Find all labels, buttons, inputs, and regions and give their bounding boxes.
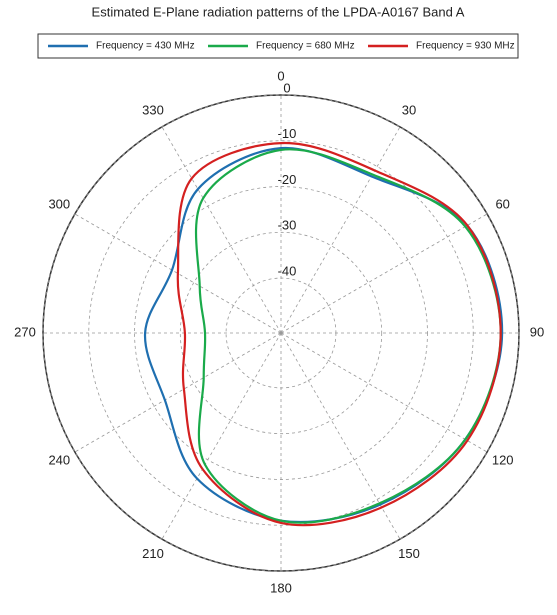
theta-tick-label: 180 bbox=[270, 580, 292, 595]
theta-tick-label: 330 bbox=[142, 103, 164, 118]
grid-spoke bbox=[280, 332, 488, 453]
theta-tick-label: 150 bbox=[398, 546, 420, 561]
theta-tick-label: 90 bbox=[530, 324, 544, 339]
grid-circle bbox=[42, 94, 520, 572]
legend-label: Frequency = 430 MHz bbox=[96, 41, 195, 52]
legend-label: Frequency = 680 MHz bbox=[256, 41, 355, 52]
theta-tick-label: 210 bbox=[142, 546, 164, 561]
legend-label: Frequency = 930 MHz bbox=[416, 41, 515, 52]
series-line bbox=[194, 148, 502, 524]
grid-spoke bbox=[161, 332, 282, 540]
r-tick-label: 0 bbox=[283, 80, 290, 95]
chart-title: Estimated E-Plane radiation patterns of … bbox=[92, 4, 465, 19]
r-tick-label: -20 bbox=[278, 172, 297, 187]
grid-spoke bbox=[280, 213, 488, 334]
theta-tick-label: 300 bbox=[48, 196, 70, 211]
series-line bbox=[143, 146, 504, 524]
theta-tick-label: 60 bbox=[495, 196, 509, 211]
grid-spoke bbox=[74, 213, 282, 334]
r-tick-label: -40 bbox=[278, 264, 297, 279]
theta-tick-label: 0 bbox=[277, 68, 284, 83]
grid-spoke bbox=[161, 126, 282, 334]
grid-circle bbox=[179, 231, 383, 435]
r-tick-label: -10 bbox=[278, 126, 297, 141]
r-tick-label: -30 bbox=[278, 218, 297, 233]
series-line bbox=[176, 141, 502, 527]
theta-tick-label: 30 bbox=[402, 103, 416, 118]
grid-spoke bbox=[74, 332, 282, 453]
theta-tick-label: 240 bbox=[48, 452, 70, 467]
theta-tick-label: 120 bbox=[492, 452, 514, 467]
legend-box bbox=[37, 33, 519, 59]
theta-tick-label: 270 bbox=[14, 324, 36, 339]
grid-spoke bbox=[280, 126, 401, 334]
